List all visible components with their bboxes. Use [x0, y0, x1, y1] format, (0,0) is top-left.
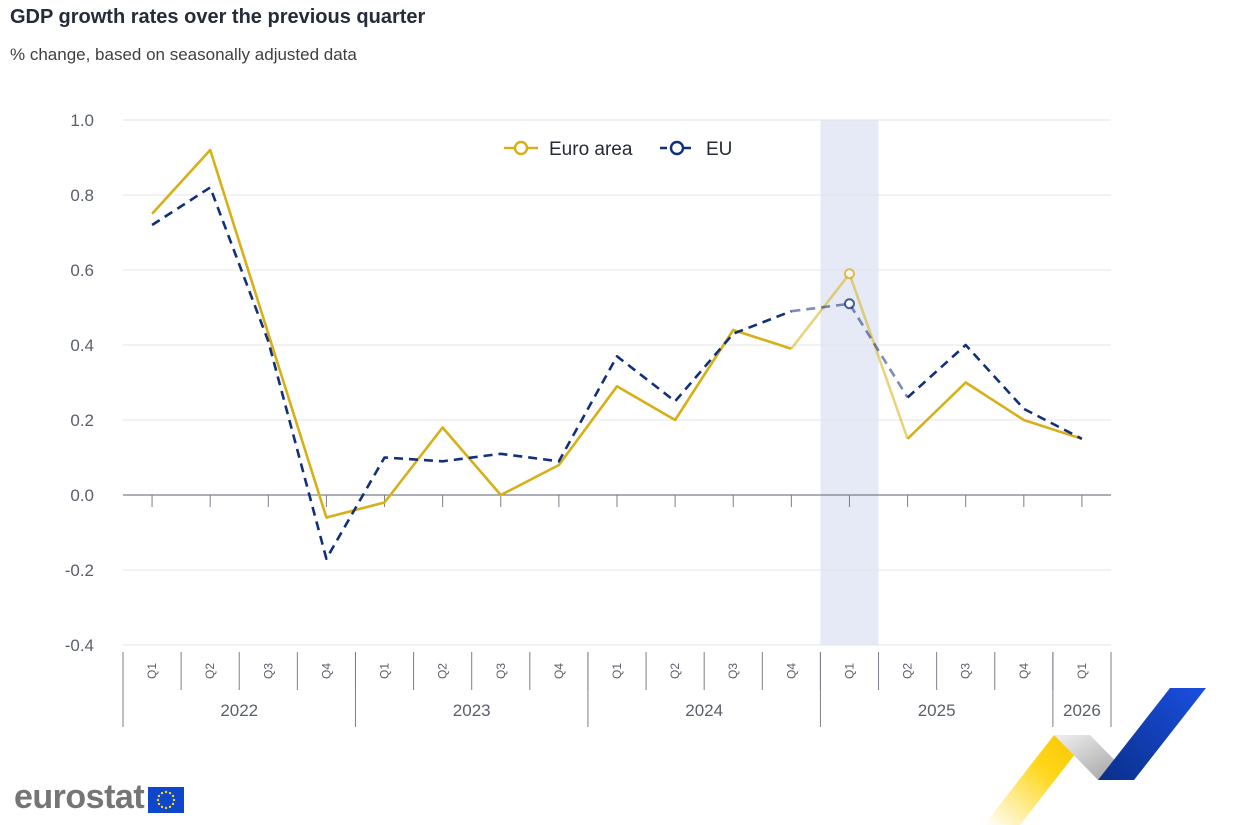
eu-flag-icon — [148, 786, 185, 813]
quarter-label: Q2 — [436, 663, 450, 679]
quarter-label: Q4 — [552, 663, 566, 679]
quarter-label: Q2 — [668, 663, 682, 679]
series-line-tail-0 — [906, 381, 1083, 441]
quarter-label: Q1 — [610, 663, 624, 679]
legend-label-0: Euro area — [549, 139, 633, 160]
highlight-band — [820, 120, 879, 645]
y-tick-label: 0.2 — [70, 411, 94, 430]
legend-marker-1 — [669, 140, 685, 156]
quarter-label: Q2 — [203, 663, 217, 679]
quarter-label: Q1 — [378, 663, 392, 679]
series-marker-0 — [843, 268, 855, 280]
series-line-highlight-1 — [791, 302, 909, 399]
quarter-label: Q1 — [842, 663, 856, 679]
year-label: 2023 — [453, 701, 491, 720]
quarter-label: Q3 — [494, 663, 508, 679]
eurostat-logo: eurostat — [14, 778, 185, 817]
y-tick-label: 0.0 — [70, 486, 94, 505]
legend-label-1: EU — [706, 139, 732, 160]
year-label: 2022 — [220, 701, 258, 720]
chart-title: GDP growth rates over the previous quart… — [10, 6, 426, 28]
series-marker-1 — [843, 298, 855, 310]
y-tick-label: 0.8 — [70, 186, 94, 205]
quarter-label: Q1 — [145, 663, 159, 679]
y-tick-label: -0.4 — [65, 636, 94, 655]
quarter-label: Q1 — [1075, 663, 1089, 679]
chart-subtitle: % change, based on seasonally adjusted d… — [10, 45, 357, 64]
decorative-ribbon-icon — [984, 688, 1206, 825]
series-line-tail-1 — [906, 343, 1083, 440]
quarter-label: Q4 — [319, 663, 333, 679]
year-label: 2026 — [1063, 701, 1101, 720]
series-line-0 — [151, 148, 792, 519]
y-tick-label: -0.2 — [65, 561, 94, 580]
y-tick-label: 0.4 — [70, 336, 94, 355]
quarter-label: Q3 — [726, 663, 740, 679]
quarter-label: Q2 — [901, 663, 915, 679]
quarter-label: Q3 — [261, 663, 275, 679]
eurostat-wordmark: eurostat — [14, 778, 145, 816]
legend-marker-0 — [513, 140, 529, 156]
year-label: 2025 — [918, 701, 956, 720]
quarter-label: Q4 — [1017, 663, 1031, 679]
quarter-label: Q4 — [784, 663, 798, 679]
y-tick-label: 0.6 — [70, 261, 94, 280]
series-line-1 — [151, 186, 792, 561]
quarter-label: Q3 — [959, 663, 973, 679]
year-label: 2024 — [685, 701, 723, 720]
y-tick-label: 1.0 — [70, 111, 94, 130]
